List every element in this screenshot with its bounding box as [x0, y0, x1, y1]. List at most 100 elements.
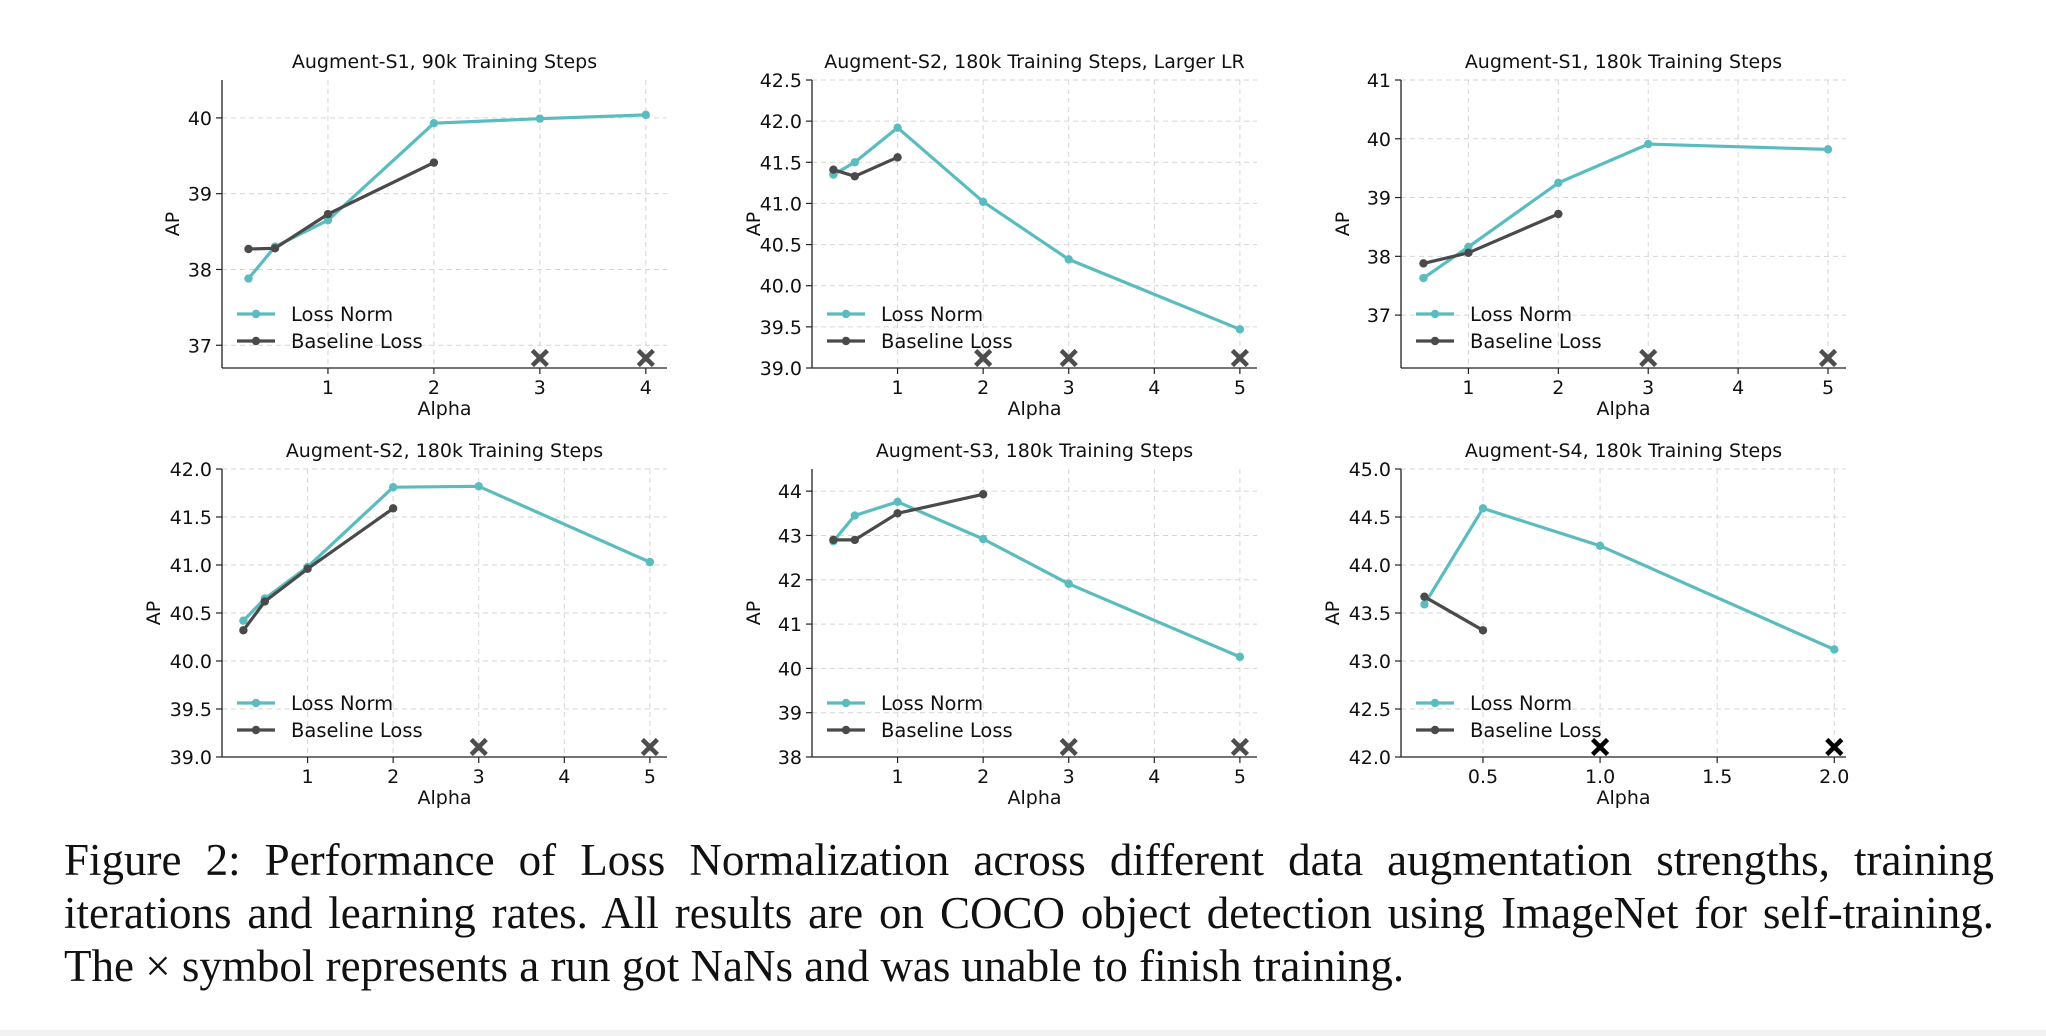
data-point-loss-norm — [1554, 178, 1563, 188]
data-point-baseline-loss — [388, 504, 398, 513]
data-point-loss-norm — [1830, 645, 1839, 654]
x-mark-icon — [530, 348, 549, 368]
x-axis-label: Alpha — [1007, 787, 1061, 809]
data-point-baseline-loss — [239, 626, 248, 635]
x-tick-label: 2 — [977, 766, 989, 788]
x-mark-icon — [1818, 348, 1838, 368]
data-point-loss-norm — [893, 497, 902, 506]
y-tick-label: 42.0 — [170, 459, 212, 481]
series-line-baseline-loss — [1422, 595, 1485, 632]
data-point-loss-norm — [1464, 242, 1473, 252]
x-tick-label: 3 — [1642, 377, 1654, 399]
data-point-baseline-loss — [893, 509, 902, 518]
y-tick-label: 37 — [188, 335, 212, 357]
data-point-loss-norm — [978, 197, 988, 206]
legend-item-baseline-loss: Baseline Loss — [827, 330, 1013, 353]
x-mark-icon — [469, 737, 488, 757]
y-tick-label: 42.5 — [760, 70, 802, 92]
chart-title: Augment-S2, 180k Training Steps, Larger … — [824, 51, 1245, 73]
y-tick-label: 41 — [778, 614, 802, 636]
y-tick-label: 41.5 — [760, 152, 802, 174]
y-tick-label: 38 — [778, 747, 802, 769]
data-point-loss-norm — [429, 119, 439, 128]
legend-label: Baseline Loss — [1470, 330, 1602, 353]
y-tick-label: 39.0 — [170, 747, 212, 769]
x-tick-label: 0.5 — [1468, 766, 1498, 788]
y-axis-label: AP — [143, 601, 165, 625]
legend-label: Baseline Loss — [881, 719, 1013, 742]
y-tick-label: 43.5 — [1349, 603, 1391, 625]
legend-swatch-marker — [251, 336, 261, 346]
legend-swatch-marker — [1430, 309, 1440, 319]
y-tick-label: 41.0 — [170, 555, 212, 577]
x-tick-label: 2.0 — [1819, 766, 1849, 788]
data-point-baseline-loss — [850, 172, 859, 181]
legend-label: Baseline Loss — [881, 330, 1013, 353]
legend-item-baseline-loss: Baseline Loss — [1416, 330, 1602, 353]
legend-label: Loss Norm — [291, 692, 393, 715]
y-tick-label: 42 — [778, 570, 802, 592]
legend-swatch-marker — [1430, 725, 1440, 735]
x-tick-label: 4 — [1732, 377, 1744, 399]
x-tick-label: 4 — [640, 377, 652, 399]
x-mark-stroke — [636, 348, 655, 368]
legend-label: Loss Norm — [1470, 692, 1572, 715]
x-mark-stroke — [1818, 348, 1838, 368]
chart-title: Augment-S1, 180k Training Steps — [1465, 51, 1782, 73]
y-tick-label: 39.0 — [760, 358, 802, 380]
data-point-loss-norm — [474, 482, 483, 491]
x-tick-label: 1 — [1462, 377, 1474, 399]
x-tick-label: 1 — [322, 377, 334, 399]
data-point-loss-norm — [1235, 325, 1245, 334]
y-tick-label: 38 — [188, 259, 212, 281]
y-tick-label: 42.5 — [1349, 699, 1391, 721]
y-tick-label: 40.0 — [760, 276, 802, 298]
data-point-loss-norm — [1064, 255, 1073, 264]
legend-swatch-marker — [251, 309, 261, 319]
x-mark-stroke — [1639, 348, 1658, 368]
legend-item-loss-norm: Loss Norm — [827, 692, 983, 715]
legend-item-loss-norm: Loss Norm — [237, 692, 393, 715]
page-bottom-edge — [0, 1030, 2046, 1036]
x-mark-stroke — [1230, 737, 1249, 757]
x-mark-icon — [1230, 348, 1249, 368]
y-tick-label: 39 — [1367, 188, 1391, 210]
legend-swatch-marker — [841, 309, 851, 319]
data-point-loss-norm — [978, 534, 988, 544]
x-axis-label: Alpha — [1007, 398, 1061, 420]
y-tick-label: 45.0 — [1349, 459, 1391, 481]
chart-title: Augment-S3, 180k Training Steps — [876, 440, 1193, 462]
chart-panel-6: 0.5 1.0 1.5 2.0 42.0 42.5 43.0 43.5 44.0 44.5 45.0… — [1322, 440, 1849, 809]
data-point-loss-norm — [239, 616, 248, 625]
data-point-loss-norm — [1823, 145, 1833, 154]
legend-item-loss-norm: Loss Norm — [1416, 692, 1572, 715]
series-line-baseline-loss — [241, 506, 395, 632]
x-tick-label: 4 — [1148, 377, 1160, 399]
series-line-loss-norm — [241, 484, 652, 623]
y-tick-label: 43.0 — [1349, 651, 1391, 673]
data-point-loss-norm — [850, 511, 859, 520]
x-mark-icon — [1639, 348, 1658, 368]
x-tick-label: 1.0 — [1585, 766, 1615, 788]
chart-title: Augment-S2, 180k Training Steps — [286, 440, 603, 462]
y-tick-label: 39 — [778, 703, 802, 725]
legend-label: Loss Norm — [291, 303, 393, 326]
y-axis-label: AP — [743, 212, 765, 236]
legend-item-baseline-loss: Baseline Loss — [1416, 719, 1602, 742]
chart-panel-4: 1 2 3 4 5 39.0 39.5 40.0 40.5 41.0 41.5 42.0 Augment… — [143, 440, 667, 809]
data-point-baseline-loss — [244, 244, 253, 254]
legend-item-loss-norm: Loss Norm — [1416, 303, 1572, 326]
data-point-loss-norm — [388, 483, 398, 492]
data-point-loss-norm — [323, 216, 333, 225]
figure-caption: Figure 2: Performance of Loss Normalizat… — [64, 835, 1994, 991]
x-mark-icon — [1059, 348, 1078, 368]
y-tick-label: 41.0 — [760, 193, 802, 215]
data-point-baseline-loss — [1419, 259, 1428, 268]
data-point-baseline-loss — [829, 165, 838, 174]
legend-swatch-marker — [251, 698, 261, 708]
data-point-loss-norm — [1478, 504, 1488, 513]
x-tick-label: 4 — [1148, 766, 1160, 788]
series-line-loss-norm — [1422, 506, 1836, 652]
x-mark-icon — [1825, 737, 1844, 757]
y-tick-label: 40.5 — [760, 235, 802, 257]
